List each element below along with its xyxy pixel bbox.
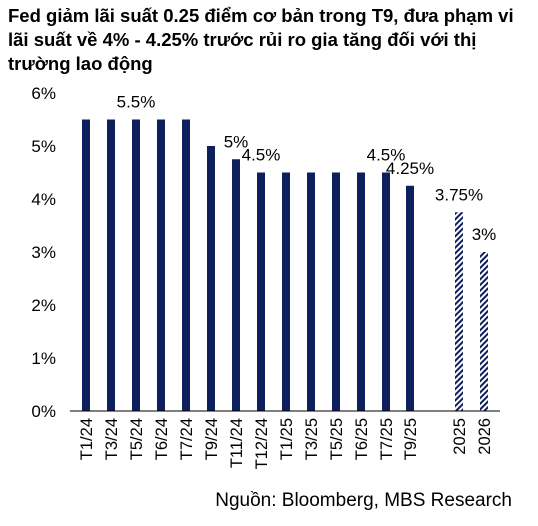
bar: [406, 185, 414, 411]
x-tick-label: T11/24: [228, 418, 246, 468]
forecast-bar: [480, 252, 488, 411]
bar: [157, 119, 165, 411]
x-tick-label: 2025: [451, 418, 469, 455]
x-axis: T1/24 T3/24 T5/24 T6/24 T7/24 T9/24 T11/24 T12/…: [70, 410, 500, 469]
bar: [182, 119, 190, 411]
y-tick-label: 5%: [31, 137, 56, 156]
x-tick-label: T6/24: [153, 418, 171, 460]
x-tick-label: T5/24: [128, 418, 146, 460]
x-tick-label: T6/25: [353, 418, 371, 460]
bars: [82, 119, 488, 411]
bar: [282, 172, 290, 411]
x-tick-label: T9/24: [203, 418, 221, 460]
forecast-bar: [455, 212, 463, 411]
bar: [132, 119, 140, 411]
x-tick-label: 2026: [476, 418, 494, 455]
x-tick-label: T1/25: [278, 418, 296, 460]
y-tick-label: 4%: [31, 190, 56, 209]
source-note: Nguồn: Bloomberg, MBS Research: [215, 490, 512, 511]
bar: [382, 172, 390, 411]
x-tick-label: T3/24: [103, 418, 121, 460]
x-tick-label: T5/25: [328, 418, 346, 460]
x-tick-label: T7/25: [378, 418, 396, 460]
bar: [307, 172, 315, 411]
data-label: 3%: [472, 225, 497, 244]
bar: [257, 172, 265, 411]
data-label: 4.5%: [367, 146, 406, 165]
x-tick-label: T3/25: [303, 418, 321, 460]
x-tick-label: T12/24: [253, 418, 271, 469]
bar: [232, 159, 240, 411]
data-label: 4.5%: [242, 146, 281, 165]
bar: [207, 146, 215, 411]
x-tick-label: T1/24: [78, 418, 96, 460]
bar: [332, 172, 340, 411]
y-tick-label: 3%: [31, 243, 56, 262]
bar: [357, 172, 365, 411]
y-tick-label: 0%: [31, 402, 56, 421]
data-label: 3.75%: [435, 185, 483, 204]
x-tick-label: T7/24: [178, 418, 196, 460]
data-labels: 5.5%5%4.5% 4.5%4.25%3.75%3%: [117, 93, 497, 245]
data-label: 5.5%: [117, 93, 156, 112]
data-label: 5%: [224, 132, 249, 151]
y-axis: 0% 1% 2% 3% 4% 5% 6%: [31, 84, 56, 421]
x-tick-label: T9/25: [402, 418, 420, 460]
bar-chart: 0%1%2%3%4%5%6% 5.5%5%4.5% 4.5%4.25%3.75%3…: [31, 84, 500, 469]
y-tick-label: 1%: [31, 349, 56, 368]
y-tick-label: 2%: [31, 296, 56, 315]
bar: [82, 119, 90, 411]
y-tick-label: 6%: [31, 84, 56, 103]
bar: [107, 119, 115, 411]
data-label: 4.25%: [386, 159, 434, 178]
chart-title: Fed giảm lãi suất 0.25 điểm cơ bản trong…: [8, 5, 514, 74]
